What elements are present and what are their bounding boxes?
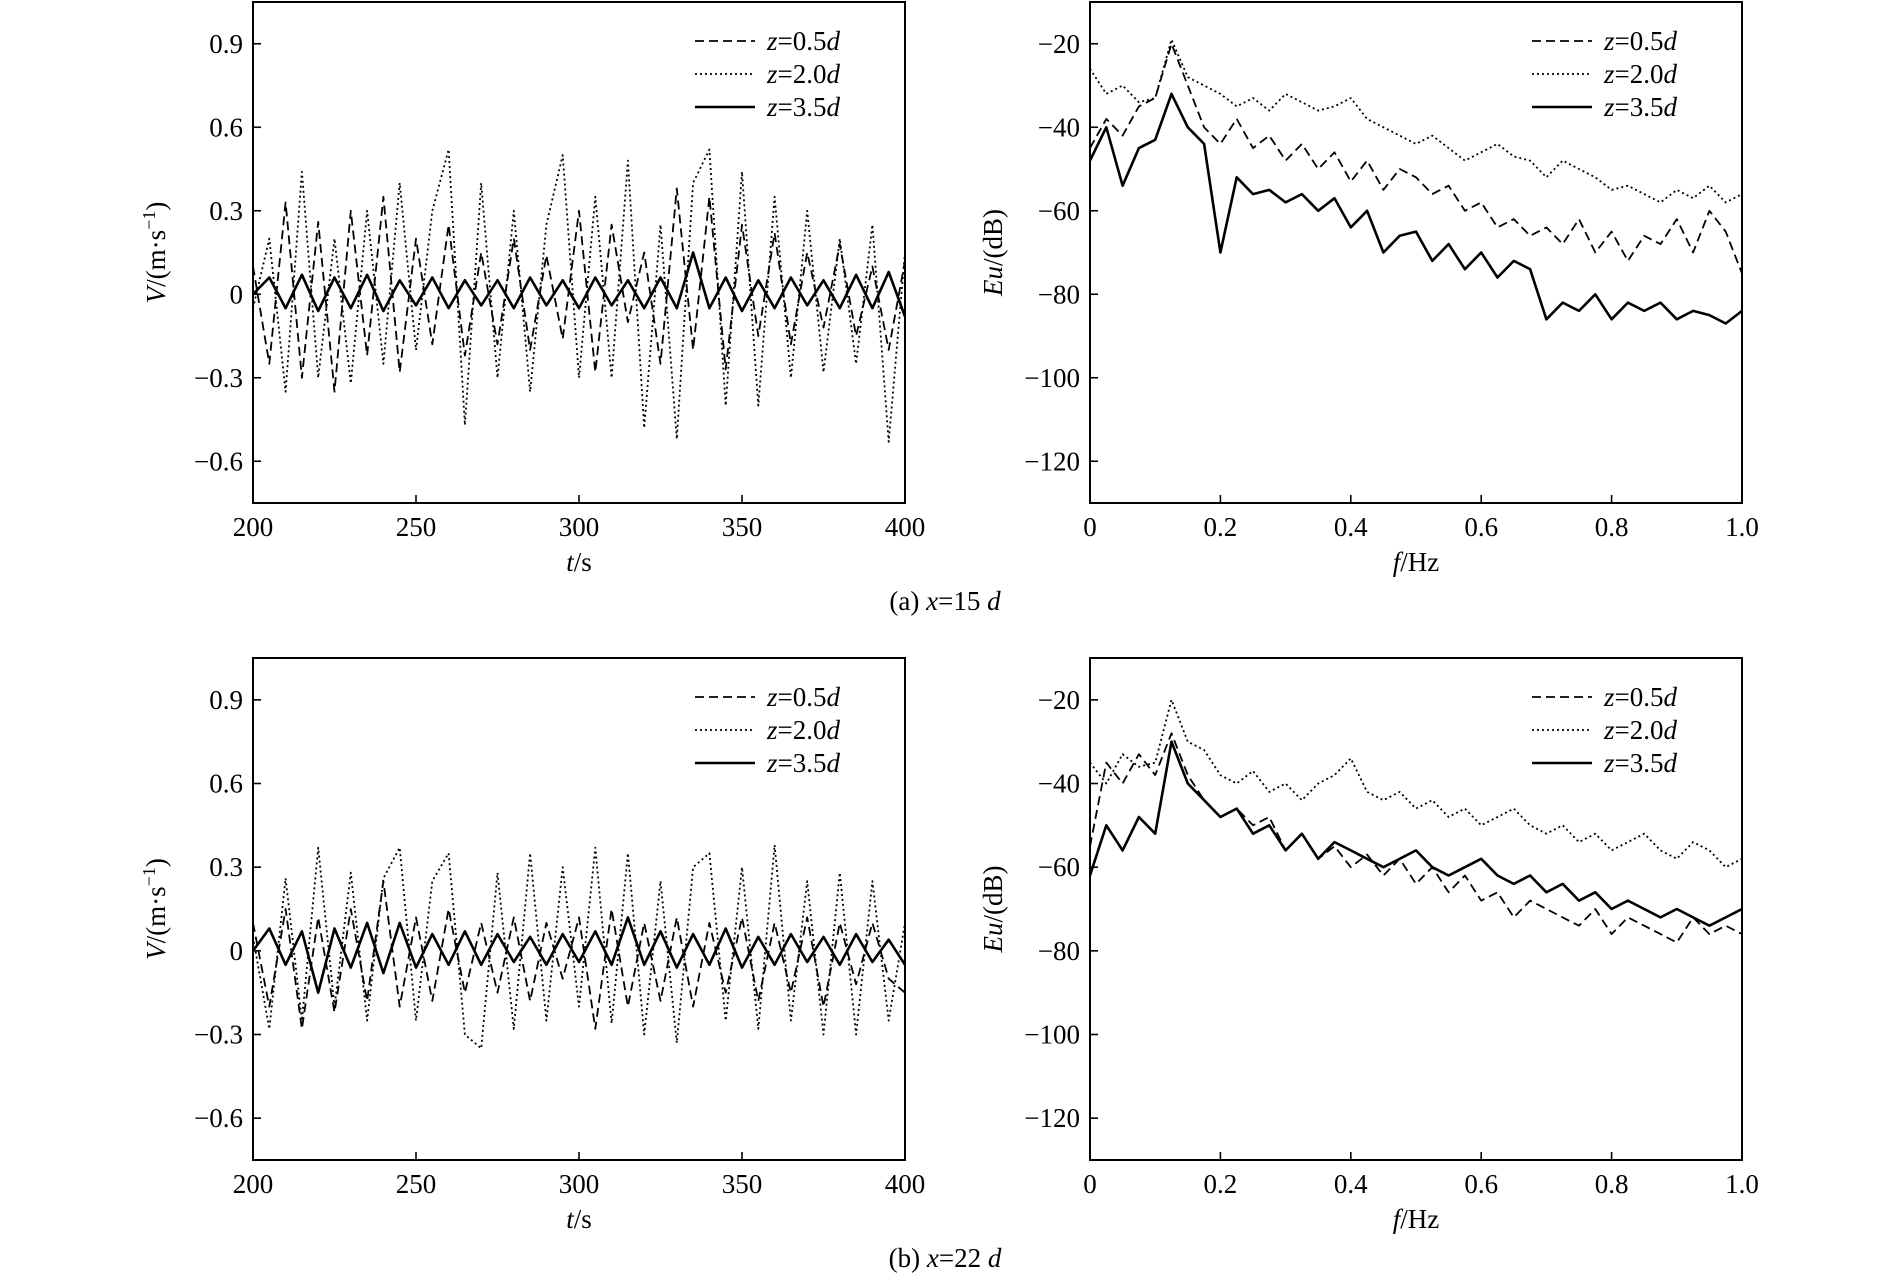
chart-panel-b-left: 200 250 300 350 400 0.9 0.6 0.3 0 −0.3 −0.6 t/s V/(m… [139, 657, 926, 1234]
x-tick-label: 400 [885, 1169, 926, 1199]
y-tick-label: −120 [1024, 446, 1080, 476]
legend-label: z=3.5d [766, 92, 841, 122]
x-tick-label: 350 [722, 512, 763, 542]
x-tick-label: 250 [396, 512, 437, 542]
x-tick-label: 200 [233, 512, 274, 542]
y-tick-label: 0.9 [209, 29, 243, 59]
x-tick-label: 1.0 [1725, 512, 1759, 542]
legend-label: z=2.0d [766, 715, 841, 745]
x-tick-label: 0.4 [1334, 512, 1368, 542]
y-axis-label: Eu/(dB) [978, 209, 1008, 297]
chart-panels: 200 250 300 350 400 0.9 0.6 0.3 0 −0.3 −0.6 t/s V/(m… [139, 1, 1759, 1234]
series-line-dashed [1090, 42, 1742, 274]
legend-label: z=2.0d [1603, 715, 1678, 745]
legend: z=0.5dz=2.0dz=3.5d [1532, 682, 1678, 778]
y-tick-label: 0.3 [209, 196, 243, 226]
y-axis-label: V/(m·s−1) [139, 202, 171, 304]
plot-frame [1089, 1, 1743, 504]
x-tick-label: 0.2 [1204, 1169, 1238, 1199]
legend-label: z=0.5d [766, 26, 841, 56]
x-tick-label: 0.8 [1595, 512, 1629, 542]
y-tick-label: −80 [1038, 279, 1080, 309]
y-tick-label: 0 [230, 936, 244, 966]
y-tick-label: −100 [1024, 1020, 1080, 1050]
x-tick-label: 250 [396, 1169, 437, 1199]
series-line-solid [253, 251, 905, 317]
x-axis-label: f/Hz [1393, 1204, 1440, 1234]
legend: z=0.5dz=2.0dz=3.5d [695, 682, 841, 778]
legend: z=0.5dz=2.0dz=3.5d [695, 26, 841, 122]
y-tick-label: −20 [1038, 685, 1080, 715]
y-tick-label: −40 [1038, 769, 1080, 799]
y-tick-label: −0.6 [194, 1103, 243, 1133]
x-tick-label: 400 [885, 512, 926, 542]
y-tick-label: 0 [230, 279, 244, 309]
x-tick-label: 200 [233, 1169, 274, 1199]
series-line-solid [1090, 740, 1742, 928]
legend-label: z=2.0d [766, 59, 841, 89]
figure-captions: (a) x=15 d (b) x=22 d [889, 586, 1002, 1273]
chart-panel-a-right: 0 0.2 0.4 0.6 0.8 1.0 −20 −40 −60 −80 −100 −120 f/Hz… [978, 1, 1759, 577]
x-tick-label: 0 [1083, 1169, 1097, 1199]
x-axis-label: f/Hz [1393, 547, 1440, 577]
y-axis-label: Eu/(dB) [978, 866, 1008, 954]
series-line-dashed [253, 187, 905, 393]
y-tick-label: −0.6 [194, 446, 243, 476]
legend-label: z=3.5d [1603, 748, 1678, 778]
series-line-dotted [253, 844, 905, 1050]
x-tick-label: 350 [722, 1169, 763, 1199]
y-tick-label: 0.3 [209, 852, 243, 882]
x-tick-label: 0.6 [1464, 512, 1498, 542]
caption-a: (a) x=15 d [889, 586, 1001, 616]
x-tick-label: 0.4 [1334, 1169, 1368, 1199]
x-tick-label: 300 [559, 512, 600, 542]
y-tick-label: 0.9 [209, 685, 243, 715]
x-tick-label: 0.6 [1464, 1169, 1498, 1199]
chart-panel-a-left: 200 250 300 350 400 0.9 0.6 0.3 0 −0.3 −0.6 t/s V/(m… [139, 1, 926, 577]
legend-label: z=3.5d [1603, 92, 1678, 122]
y-axis-label: V/(m·s−1) [139, 858, 171, 960]
series-line-dashed [253, 880, 905, 1030]
legend-label: z=2.0d [1603, 59, 1678, 89]
y-tick-label: −0.3 [194, 1020, 243, 1050]
y-tick-label: −60 [1038, 196, 1080, 226]
legend-label: z=0.5d [1603, 682, 1678, 712]
series-line-dotted [253, 148, 905, 443]
y-tick-label: −60 [1038, 852, 1080, 882]
x-tick-label: 300 [559, 1169, 600, 1199]
y-tick-label: −0.3 [194, 363, 243, 393]
series-line-solid [1090, 92, 1742, 325]
legend-label: z=3.5d [766, 748, 841, 778]
y-tick-label: −40 [1038, 112, 1080, 142]
series-line-dashed [1090, 732, 1742, 944]
y-tick-label: 0.6 [209, 112, 243, 142]
chart-panel-b-right: 0 0.2 0.4 0.6 0.8 1.0 −20 −40 −60 −80 −100 −120 f/Hz… [978, 657, 1759, 1234]
x-tick-label: 0 [1083, 512, 1097, 542]
y-tick-label: 0.6 [209, 769, 243, 799]
y-tick-label: −20 [1038, 29, 1080, 59]
series-line-solid [253, 916, 905, 995]
y-tick-label: −100 [1024, 363, 1080, 393]
caption-b: (b) x=22 d [889, 1243, 1002, 1273]
legend: z=0.5dz=2.0dz=3.5d [1532, 26, 1678, 122]
x-axis-label: t/s [566, 1204, 592, 1234]
y-tick-label: −120 [1024, 1103, 1080, 1133]
x-axis-label: t/s [566, 547, 592, 577]
legend-label: z=0.5d [1603, 26, 1678, 56]
legend-label: z=0.5d [766, 682, 841, 712]
x-tick-label: 0.2 [1204, 512, 1238, 542]
x-tick-label: 0.8 [1595, 1169, 1629, 1199]
x-tick-label: 1.0 [1725, 1169, 1759, 1199]
y-tick-label: −80 [1038, 936, 1080, 966]
